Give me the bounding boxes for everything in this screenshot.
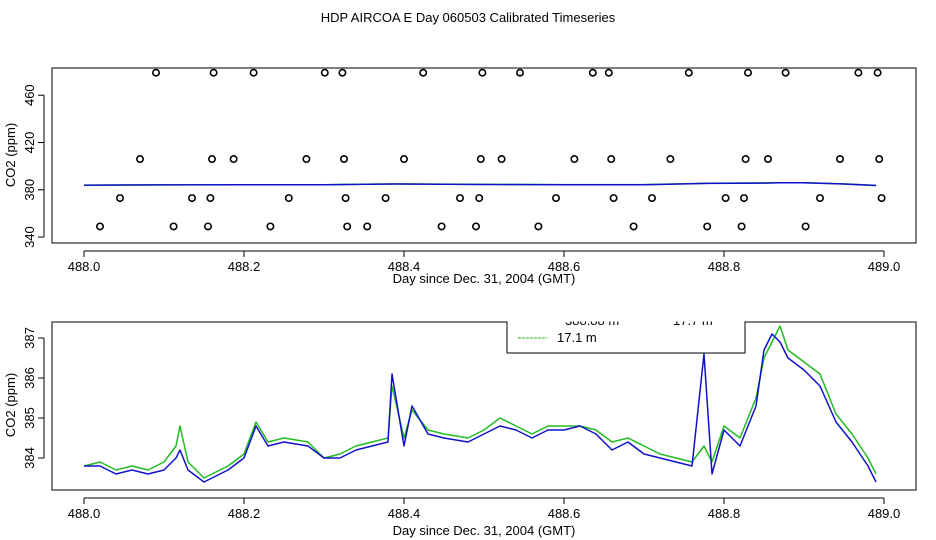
data-point [188, 194, 197, 203]
data-point [169, 222, 178, 231]
data-point [96, 222, 105, 231]
bottom-plot-data [83, 325, 877, 483]
top-plot-axes: 488.0 488.2 488.4 488.6 488.8 489.0 340 380 420 4… [22, 84, 900, 274]
data-point [437, 222, 446, 231]
top-x-axis-title: Day since Dec. 31, 2004 (GMT) [393, 271, 576, 286]
data-point [206, 194, 215, 203]
data-point [684, 68, 693, 77]
x-tick-label: 488.8 [708, 506, 741, 521]
bottom-plot-axes: 488.0 488.2 488.4 488.6 488.8 489.0 384 385 386 3… [22, 327, 900, 521]
series-line-2 [84, 333, 877, 483]
data-point [609, 194, 618, 203]
y-tick-label: 386 [22, 367, 37, 389]
y-tick-label: 420 [22, 132, 37, 154]
series-line-3 [83, 182, 877, 187]
data-point [419, 68, 428, 77]
bottom-plot-frame [51, 321, 917, 491]
chart-title: HDP AIRCOA E Day 060503 Calibrated Times… [321, 10, 616, 25]
x-tick-label: 488.4 [388, 506, 421, 521]
x-tick-label: 488.2 [228, 259, 261, 274]
data-point [266, 222, 275, 231]
x-tick-label: 488.6 [548, 259, 581, 274]
x-tick-label: 488.6 [548, 506, 581, 521]
data-point [737, 222, 746, 231]
x-tick-label: 488.0 [68, 259, 101, 274]
data-point [339, 155, 348, 164]
data-point [835, 155, 844, 164]
data-point [551, 194, 560, 203]
data-point [570, 155, 579, 164]
data-point [875, 155, 884, 164]
data-point [363, 222, 372, 231]
data-point [743, 68, 752, 77]
data-point [703, 222, 712, 231]
data-point [815, 194, 824, 203]
legend-box [506, 317, 746, 354]
data-point [741, 155, 750, 164]
data-point [208, 155, 217, 164]
data-point [204, 222, 213, 231]
data-point [497, 155, 506, 164]
data-point [721, 194, 730, 203]
data-point [116, 194, 125, 203]
y-tick-label: 380 [22, 179, 37, 201]
y-tick-label: 460 [22, 84, 37, 106]
data-point [343, 222, 352, 231]
series-line-1 [83, 325, 877, 479]
top-panel: 488.0 488.2 488.4 488.6 488.8 489.0 340 380 420 4… [3, 67, 917, 286]
x-tick-label: 488.4 [388, 259, 421, 274]
data-point [338, 68, 347, 77]
data-point [471, 222, 480, 231]
x-tick-label: 488.0 [68, 506, 101, 521]
data-point [229, 155, 238, 164]
bottom-y-axis-title: CO2 (ppm) [3, 373, 18, 437]
data-point [781, 68, 790, 77]
y-tick-label: 385 [22, 407, 37, 429]
data-point [873, 68, 882, 77]
data-point [607, 155, 616, 164]
data-point [341, 194, 350, 203]
data-point [515, 68, 524, 77]
data-point [381, 194, 390, 203]
data-point [739, 194, 748, 203]
data-point [399, 155, 408, 164]
data-point [801, 222, 810, 231]
data-point [763, 155, 772, 164]
data-point [647, 194, 656, 203]
data-point [877, 194, 886, 203]
top-plot-data [83, 68, 886, 231]
x-tick-label: 489.0 [868, 506, 901, 521]
legend-label-17-1-m: 17.1 m [557, 330, 597, 345]
legend: 388.88 m 17.7 m 17.1 m [506, 313, 746, 354]
data-point [478, 68, 487, 77]
data-point [476, 155, 485, 164]
x-tick-label: 489.0 [868, 259, 901, 274]
data-point [629, 222, 638, 231]
top-y-axis-title: CO2 (ppm) [3, 123, 18, 187]
data-point [320, 68, 329, 77]
data-point [249, 68, 258, 77]
legend-top-mask [500, 300, 760, 322]
y-tick-label: 340 [22, 226, 37, 248]
bottom-x-axis-title: Day since Dec. 31, 2004 (GMT) [393, 523, 576, 538]
data-point [588, 68, 597, 77]
data-point [209, 68, 218, 77]
x-tick-label: 488.2 [228, 506, 261, 521]
data-point [666, 155, 675, 164]
data-point [604, 68, 613, 77]
data-point [284, 194, 293, 203]
y-tick-label: 387 [22, 327, 37, 349]
data-point [534, 222, 543, 231]
data-point [136, 155, 145, 164]
y-tick-label: 384 [22, 447, 37, 469]
data-point [854, 68, 863, 77]
x-tick-label: 488.8 [708, 259, 741, 274]
bottom-panel: 488.0 488.2 488.4 488.6 488.8 489.0 384 385 386 3… [3, 300, 917, 538]
top-plot-frame [51, 67, 917, 244]
data-point [152, 68, 161, 77]
data-point [455, 194, 464, 203]
data-point [302, 155, 311, 164]
data-point [475, 194, 484, 203]
